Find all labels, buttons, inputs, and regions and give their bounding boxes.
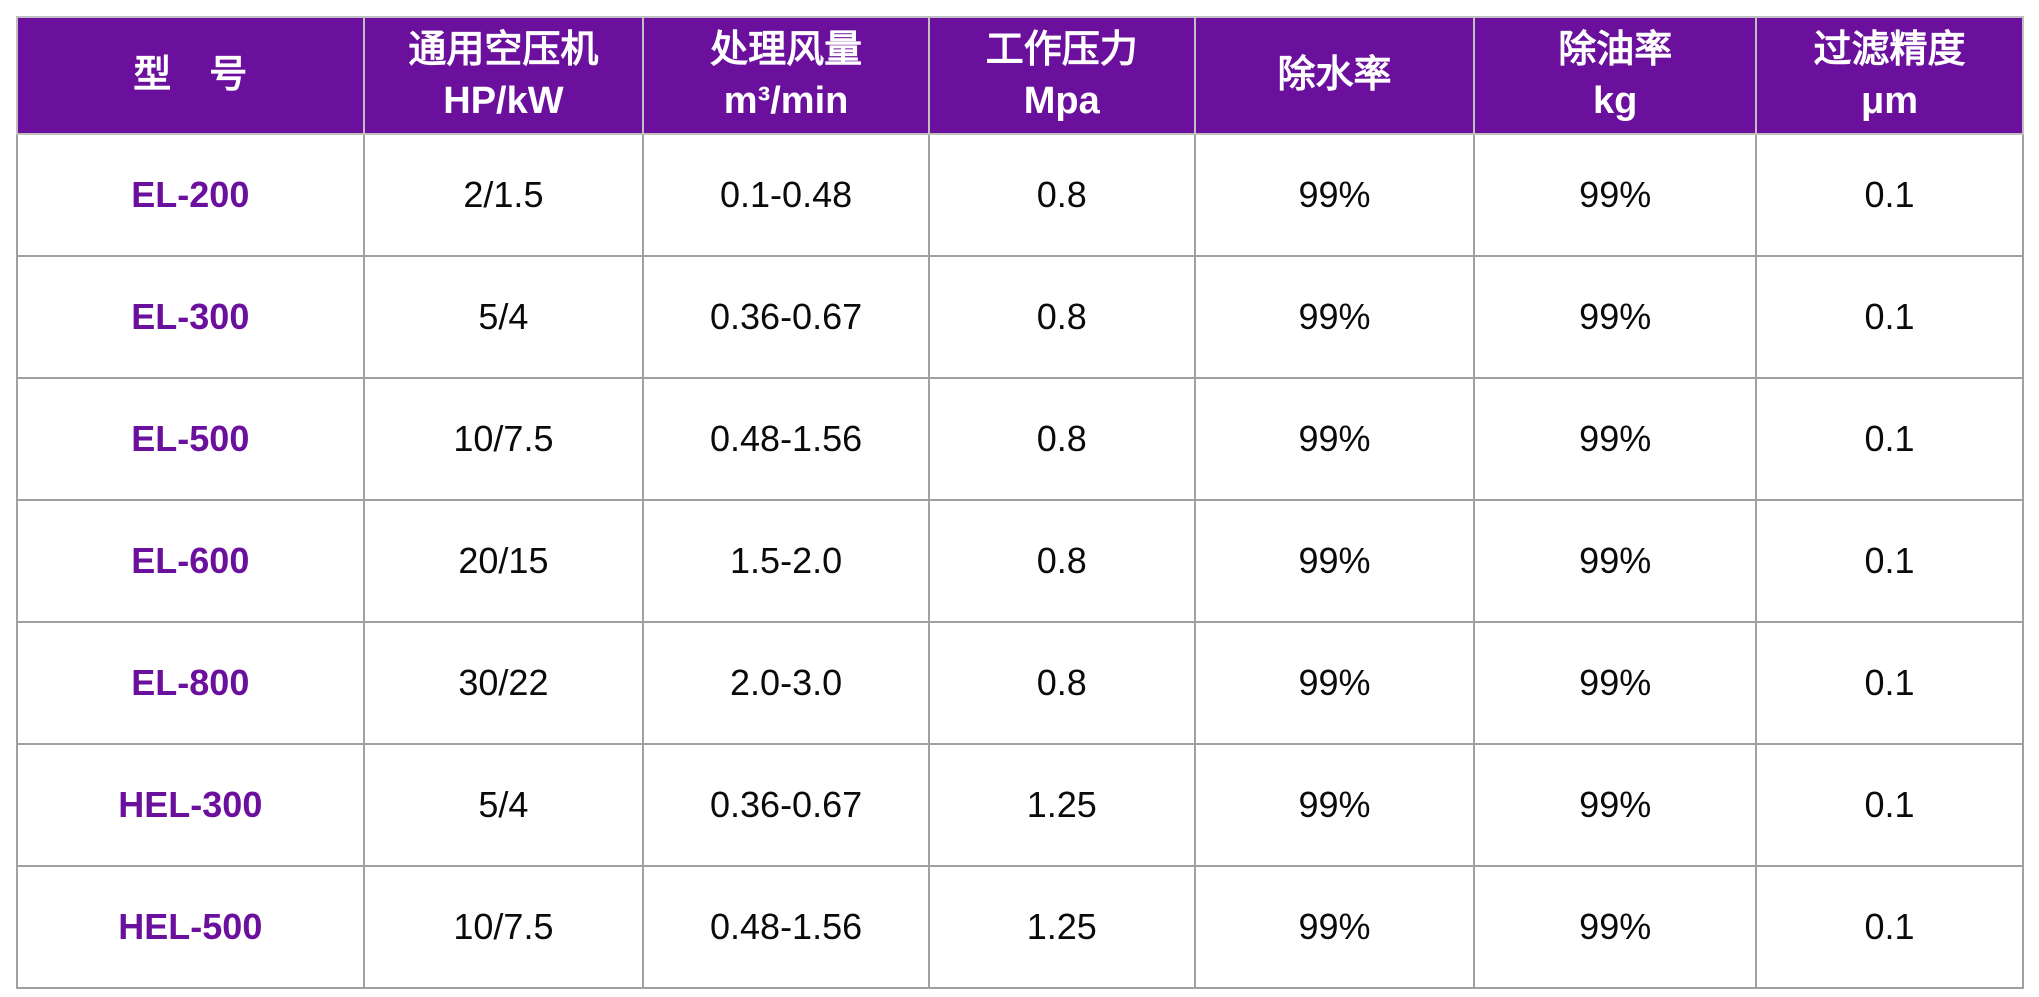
col-header-model: 型 号 [16,16,365,135]
table-row: EL-600 20/15 1.5-2.0 0.8 99% 99% 0.1 [16,499,2024,623]
airflow-cell: 0.48-1.56 [642,377,930,501]
header-row: 型 号 通用空压机 HP/kW 处理风量 m³/min 工作压力 Mpa 除水率… [16,16,2024,135]
hp-kw-cell: 10/7.5 [362,865,645,989]
airflow-cell: 0.1-0.48 [642,133,930,257]
table-row: EL-500 10/7.5 0.48-1.56 0.8 99% 99% 0.1 [16,377,2024,501]
water-removal-cell: 99% [1193,743,1476,867]
col-header-airflow: 处理风量 m³/min [642,16,930,135]
oil-removal-cell: 99% [1473,255,1758,379]
hp-kw-cell: 5/4 [362,743,645,867]
oil-removal-cell: 99% [1473,499,1758,623]
hp-kw-cell: 30/22 [362,621,645,745]
pressure-cell: 1.25 [927,865,1196,989]
oil-removal-cell: 99% [1473,621,1758,745]
water-removal-cell: 99% [1193,499,1476,623]
col-header-oil-removal-unit: kg [1593,79,1638,122]
hp-kw-cell: 20/15 [362,499,645,623]
col-header-pressure-title: 工作压力 [985,29,1138,72]
model-cell: EL-300 [16,255,365,379]
col-header-filtration-unit: μm [1861,79,1919,122]
water-removal-cell: 99% [1193,377,1476,501]
table-row: EL-200 2/1.5 0.1-0.48 0.8 99% 99% 0.1 [16,133,2024,257]
airflow-cell: 0.48-1.56 [642,865,930,989]
col-header-compressor-title: 通用空压机 [408,29,599,72]
hp-kw-cell: 10/7.5 [362,377,645,501]
pressure-cell: 1.25 [927,743,1196,867]
filtration-cell: 0.1 [1755,133,2024,257]
model-cell: EL-500 [16,377,365,501]
filtration-cell: 0.1 [1755,621,2024,745]
table-row: HEL-300 5/4 0.36-0.67 1.25 99% 99% 0.1 [16,743,2024,867]
oil-removal-cell: 99% [1473,865,1758,989]
water-removal-cell: 99% [1193,621,1476,745]
col-header-water-removal: 除水率 [1193,16,1476,135]
filtration-cell: 0.1 [1755,499,2024,623]
col-header-filtration-title: 过滤精度 [1813,29,1966,72]
table-row: EL-300 5/4 0.36-0.67 0.8 99% 99% 0.1 [16,255,2024,379]
oil-removal-cell: 99% [1473,743,1758,867]
col-header-compressor: 通用空压机 HP/kW [362,16,645,135]
filtration-cell: 0.1 [1755,377,2024,501]
water-removal-cell: 99% [1193,865,1476,989]
pressure-cell: 0.8 [927,133,1196,257]
oil-removal-cell: 99% [1473,377,1758,501]
airflow-cell: 2.0-3.0 [642,621,930,745]
pressure-cell: 0.8 [927,621,1196,745]
col-header-water-removal-title: 除水率 [1277,54,1392,97]
col-header-airflow-unit: m³/min [723,79,849,122]
airflow-cell: 0.36-0.67 [642,743,930,867]
hp-kw-cell: 5/4 [362,255,645,379]
water-removal-cell: 99% [1193,255,1476,379]
filtration-cell: 0.1 [1755,865,2024,989]
model-cell: EL-600 [16,499,365,623]
pressure-cell: 0.8 [927,255,1196,379]
col-header-pressure-unit: Mpa [1023,79,1100,122]
col-header-compressor-unit: HP/kW [443,79,564,122]
filtration-cell: 0.1 [1755,743,2024,867]
col-header-oil-removal-title: 除油率 [1558,29,1673,72]
pressure-cell: 0.8 [927,499,1196,623]
table-row: EL-800 30/22 2.0-3.0 0.8 99% 99% 0.1 [16,621,2024,745]
hp-kw-cell: 2/1.5 [362,133,645,257]
col-header-oil-removal: 除油率 kg [1473,16,1758,135]
oil-removal-cell: 99% [1473,133,1758,257]
col-header-airflow-title: 处理风量 [710,29,863,72]
airflow-cell: 1.5-2.0 [642,499,930,623]
table-row: HEL-500 10/7.5 0.48-1.56 1.25 99% 99% 0.… [16,865,2024,989]
pressure-cell: 0.8 [927,377,1196,501]
filtration-cell: 0.1 [1755,255,2024,379]
model-cell: EL-800 [16,621,365,745]
model-cell: HEL-300 [16,743,365,867]
airflow-cell: 0.36-0.67 [642,255,930,379]
product-spec-table: 型 号 通用空压机 HP/kW 处理风量 m³/min 工作压力 Mpa 除水率… [16,16,2024,989]
water-removal-cell: 99% [1193,133,1476,257]
model-cell: HEL-500 [16,865,365,989]
col-header-filtration: 过滤精度 μm [1755,16,2024,135]
col-header-model-title: 型 号 [133,54,248,97]
col-header-pressure: 工作压力 Mpa [927,16,1196,135]
model-cell: EL-200 [16,133,365,257]
